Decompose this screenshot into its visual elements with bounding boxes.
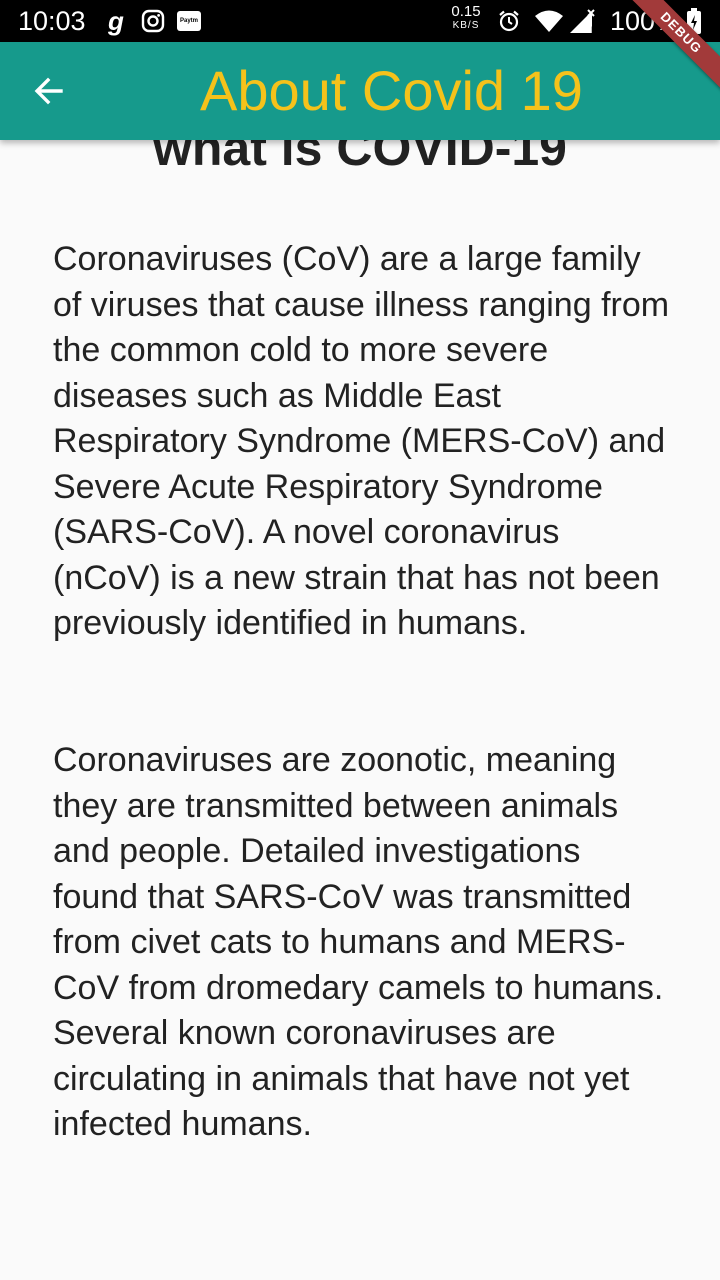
instagram-icon [140,6,166,36]
network-speed-unit: KB/S [452,20,480,31]
g-icon: g [108,5,124,36]
network-speed-value: 0.15 [451,3,481,20]
alarm-icon [496,6,522,36]
paragraph-zoonotic: Coronaviruses are zoonotic, meaning they… [53,741,664,1143]
content-scroll-area[interactable]: what is COVID-19 Coronaviruses (CoV) are… [0,140,720,1280]
paytm-label: Paytm [177,11,201,31]
back-button[interactable] [20,62,78,120]
app-bar: About Covid 19 [0,42,720,140]
status-bar: 10:03 g Paytm 0.15 KB/S [0,0,720,42]
signal-icon: R [568,6,598,36]
page-title: About Covid 19 [200,59,583,122]
paytm-icon: Paytm [176,6,202,36]
wifi-icon [534,6,564,36]
paragraph-definition: Coronaviruses (CoV) are a large family o… [53,240,670,642]
network-speed: 0.15 KB/S [444,3,488,33]
status-time: 10:03 [18,6,86,36]
arrow-back-icon [34,77,63,105]
content-heading: what is COVID-19 [153,140,567,176]
svg-text:R: R [591,25,598,34]
